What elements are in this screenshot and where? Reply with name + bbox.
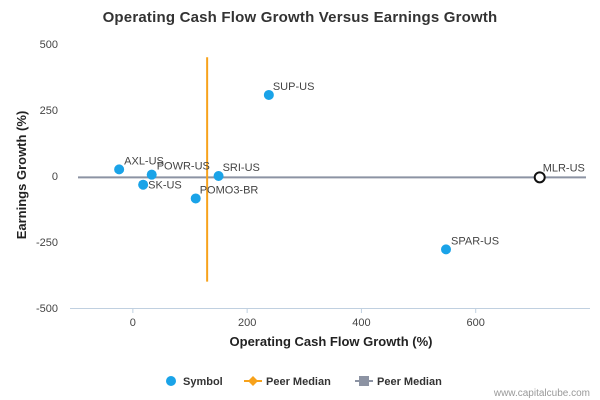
data-point-label: SUP-US <box>273 81 315 93</box>
highlight-point[interactable] <box>533 171 546 184</box>
legend-peer-median-x-marker <box>248 376 258 386</box>
y-tick-label: -250 <box>36 237 58 249</box>
y-tick-label: -500 <box>36 303 58 315</box>
data-point[interactable] <box>263 89 274 100</box>
x-tick-label: 400 <box>352 317 370 329</box>
legend-symbol-marker <box>166 376 176 386</box>
data-point[interactable] <box>114 164 125 175</box>
credit-text: www.capitalcube.com <box>493 388 590 399</box>
legend-item-symbol[interactable]: Symbol <box>166 376 223 388</box>
x-tick-label: 0 <box>130 317 136 329</box>
y-tick-label: 250 <box>40 105 58 117</box>
legend-peer-median-y-marker <box>359 376 369 386</box>
x-axis-title: Operating Cash Flow Growth (%) <box>230 334 433 349</box>
x-tick-label: 200 <box>238 317 256 329</box>
x-tick-label: 600 <box>467 317 485 329</box>
y-tick-label: 0 <box>52 171 58 183</box>
data-point[interactable] <box>146 169 157 180</box>
y-axis-title: Earnings Growth (%) <box>14 111 29 240</box>
legend-item-peer-median-x[interactable]: Peer Median <box>244 376 331 388</box>
legend: Symbol Peer Median Peer Median <box>166 376 442 388</box>
data-point-label: SRI-US <box>223 162 260 174</box>
data-point[interactable] <box>138 179 149 190</box>
legend-peer-median-x-label: Peer Median <box>266 376 331 388</box>
data-point[interactable] <box>441 244 451 255</box>
data-point-label: SK-US <box>148 180 182 192</box>
plot-area: 0 200 400 600 500 250 0 -250 -500 SUP-US AXL-USPOW… <box>36 39 590 329</box>
y-tick-label: 500 <box>40 39 58 51</box>
data-point[interactable] <box>213 171 224 181</box>
chart-title: Operating Cash Flow Growth Versus Earnin… <box>103 9 498 26</box>
data-point-label: SPAR-US <box>451 235 499 247</box>
data-point-label: AXL-US <box>124 155 164 167</box>
data-point-label: POMO3-BR <box>200 184 259 196</box>
legend-symbol-label: Symbol <box>183 376 223 388</box>
legend-item-peer-median-y[interactable]: Peer Median <box>355 376 442 388</box>
legend-peer-median-y-label: Peer Median <box>377 376 442 388</box>
data-point-label: POWR-US <box>157 161 210 173</box>
highlight-point-label: MLR-US <box>543 162 585 174</box>
data-point[interactable] <box>190 193 201 204</box>
